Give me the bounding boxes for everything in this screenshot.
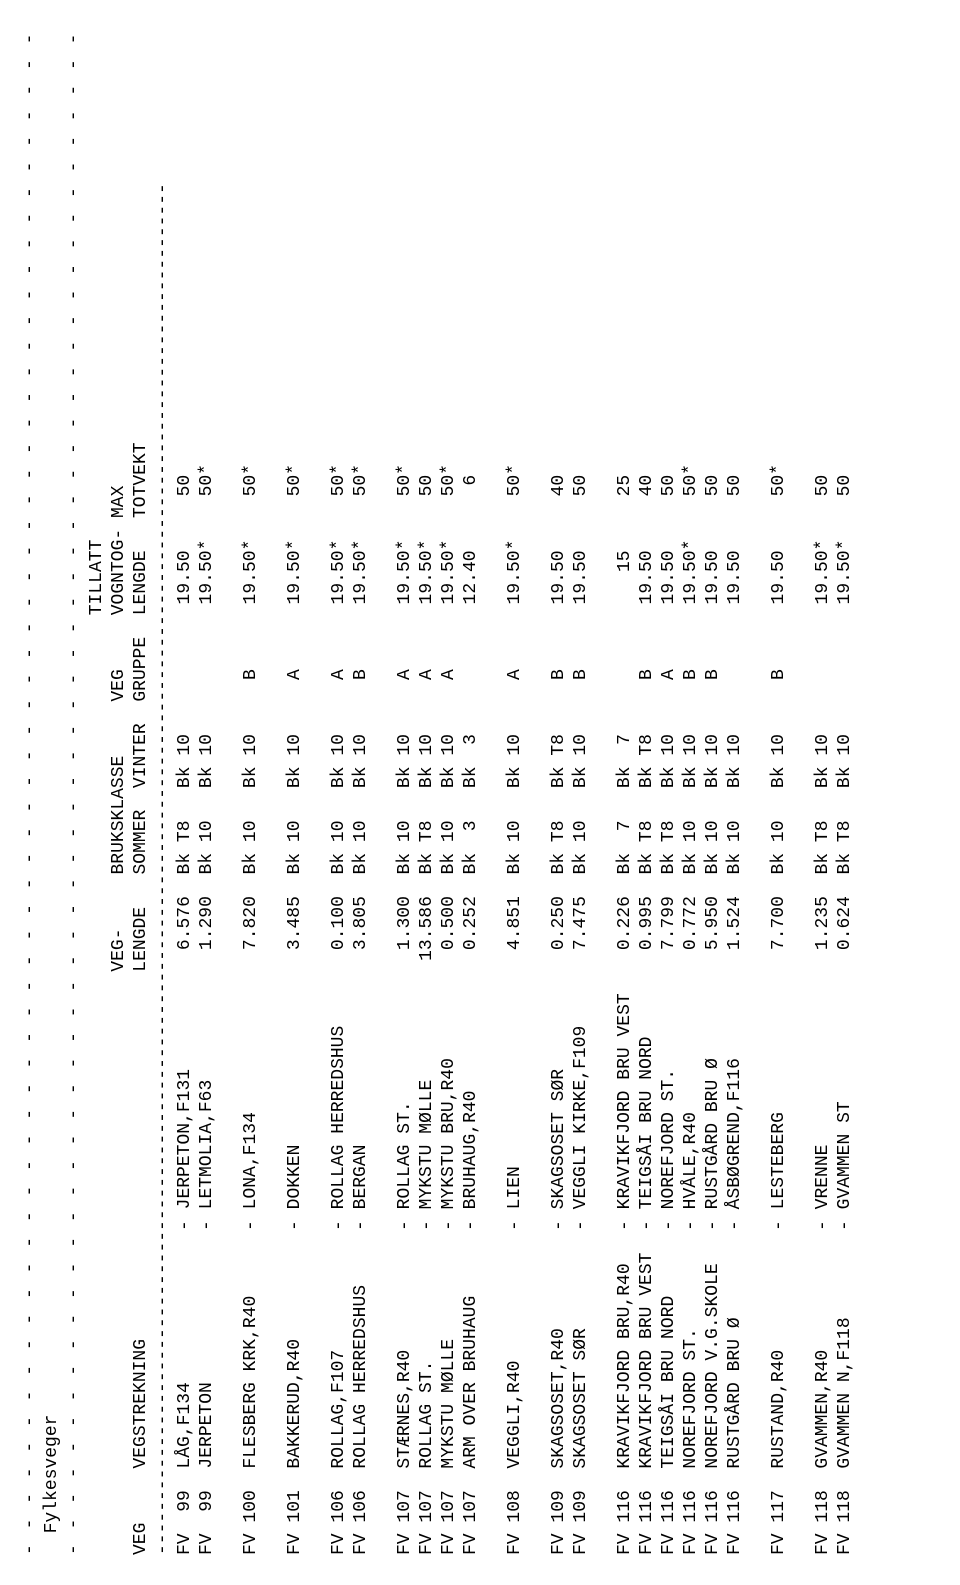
group-spacer bbox=[306, 30, 328, 1555]
table-row: FV 108 VEGGLI,R40 - LIEN 4.851 Bk 10 Bk … bbox=[504, 30, 526, 1555]
group-spacer bbox=[482, 30, 504, 1555]
table-row: FV 116 RUSTGÅRD BRU Ø - ÅSBØGREND,F116 1… bbox=[724, 30, 746, 1555]
table-row: FV 116 NOREFJORD V.G.SKOLE - RUSTGÅRD BR… bbox=[702, 30, 724, 1555]
section-title: Fylkesveger bbox=[42, 30, 64, 1555]
header-line-0: TILLATT bbox=[86, 30, 108, 1555]
table-row: FV 107 ROLLAG ST. - MYKSTU MØLLE 13.586 … bbox=[416, 30, 438, 1555]
top-dash-line: - - - - - - - - - - - - - - - - - - - - … bbox=[20, 30, 42, 1555]
table-row: FV 99 LÅG,F134 - JERPETON,F131 6.576 Bk … bbox=[174, 30, 196, 1555]
table-row: FV 116 TEIGSÅI BRU NORD - NOREFJORD ST. … bbox=[658, 30, 680, 1555]
table-row: FV 116 KRAVIKFJORD BRU VEST - TEIGSÅI BR… bbox=[636, 30, 658, 1555]
group-spacer bbox=[262, 30, 284, 1555]
table-row: FV 107 STÆRNES,R40 - ROLLAG ST. 1.300 Bk… bbox=[394, 30, 416, 1555]
group-spacer bbox=[372, 30, 394, 1555]
table-body: FV 99 LÅG,F134 - JERPETON,F131 6.576 Bk … bbox=[174, 30, 856, 1555]
title-dash-line: - - - - - - - - - - - - - - - - - - - - … bbox=[64, 30, 86, 1555]
group-spacer bbox=[592, 30, 614, 1555]
sheet: - - - - - - - - - - - - - - - - - - - - … bbox=[0, 0, 960, 1585]
group-spacer bbox=[790, 30, 812, 1555]
group-spacer bbox=[526, 30, 548, 1555]
table-row: FV 118 GVAMMEN,R40 - VRENNE 1.235 Bk T8 … bbox=[812, 30, 834, 1555]
table-header: TILLATT VEG- BRUKSKLASSE VEG VOGNTOG- MA… bbox=[86, 30, 174, 1555]
header-line-2: VEG VEGSTREKNING LENGDE SOMMER VINTER GR… bbox=[130, 30, 152, 1555]
table-row: FV 107 ARM OVER BRUHAUG - BRUHAUG,R40 0.… bbox=[460, 30, 482, 1555]
table-row: FV 118 GVAMMEN N,F118 - GVAMMEN ST 0.624… bbox=[834, 30, 856, 1555]
table-row: FV 109 SKAGSOSET SØR - VEGGLI KIRKE,F109… bbox=[570, 30, 592, 1555]
rotated-page: - - - - - - - - - - - - - - - - - - - - … bbox=[0, 625, 960, 1585]
table-row: FV 106 ROLLAG,F107 - ROLLAG HERREDSHUS 0… bbox=[328, 30, 350, 1555]
table-row: FV 116 KRAVIKFJORD BRU,R40 - KRAVIKFJORD… bbox=[614, 30, 636, 1555]
header-line-1: VEG- BRUKSKLASSE VEG VOGNTOG- MAX bbox=[108, 30, 130, 1555]
table-row: FV 116 NOREFJORD ST. - HVÅLE,R40 0.772 B… bbox=[680, 30, 702, 1555]
table-row: FV 101 BAKKERUD,R40 - DOKKEN 3.485 Bk 10… bbox=[284, 30, 306, 1555]
table-row: FV 117 RUSTAND,R40 - LESTEBERG 7.700 Bk … bbox=[768, 30, 790, 1555]
table-row: FV 109 SKAGSOSET,R40 - SKAGSOSET SØR 0.2… bbox=[548, 30, 570, 1555]
table-row: FV 106 ROLLAG HERREDSHUS - BERGAN 3.805 … bbox=[350, 30, 372, 1555]
table-row: FV 99 JERPETON - LETMOLIA,F63 1.290 Bk 1… bbox=[196, 30, 218, 1555]
table-row: FV 107 MYKSTU MØLLE - MYKSTU BRU,R40 0.5… bbox=[438, 30, 460, 1555]
group-spacer bbox=[746, 30, 768, 1555]
table-row: FV 100 FLESBERG KRK,R40 - LONA,F134 7.82… bbox=[240, 30, 262, 1555]
group-spacer bbox=[218, 30, 240, 1555]
title-text: Fylkesveger bbox=[42, 1415, 62, 1534]
header-underline: ----------------------------------------… bbox=[152, 30, 174, 1555]
